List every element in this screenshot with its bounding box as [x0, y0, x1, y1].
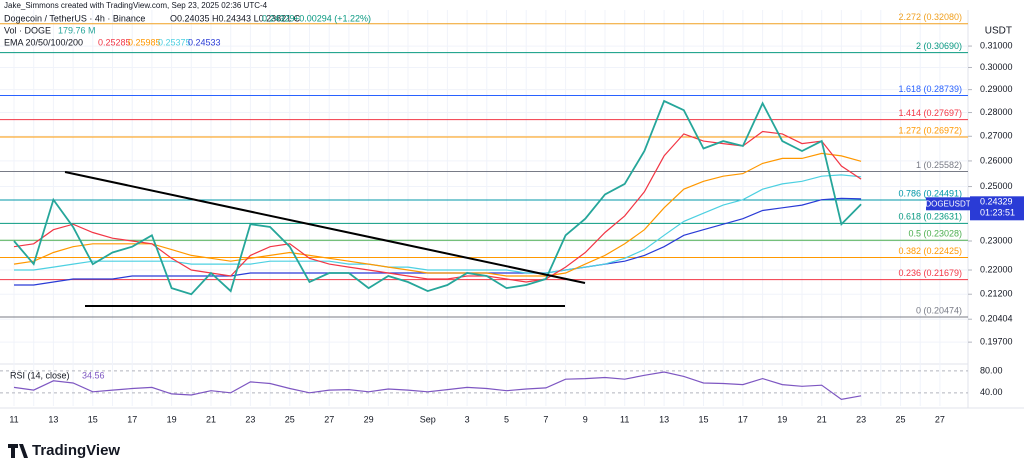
fib-label: 1.414 (0.27697) — [898, 108, 962, 118]
fib-label: 2 (0.30690) — [916, 41, 962, 51]
fib-label: 2.272 (0.32080) — [898, 12, 962, 22]
x-tick-label: 19 — [167, 414, 177, 424]
logo-text: TradingView — [32, 442, 120, 459]
close-value: 0.24329 — [262, 13, 295, 23]
x-tick-label: 11 — [9, 414, 18, 424]
x-tick-label: 9 — [583, 414, 588, 424]
rsi-line — [13, 371, 862, 401]
rsi-title: RSI (14, close) — [10, 370, 70, 380]
y-tick-label: 0.31000 — [980, 40, 1013, 50]
price-line — [13, 99, 862, 296]
fib-label: 0 (0.20474) — [916, 305, 962, 315]
logo: TradingView — [8, 442, 120, 459]
logo-mark — [8, 444, 28, 458]
y-tick-label: 80.00 — [980, 365, 1003, 375]
x-tick-label: 25 — [895, 414, 905, 424]
price-badge-value: 0.24329 — [980, 197, 1013, 207]
x-tick-label: 29 — [364, 414, 374, 424]
credit: Jake_Simmons created with TradingView.co… — [4, 1, 268, 10]
fib-label: 0.382 (0.22425) — [898, 246, 962, 256]
ema-line — [14, 174, 862, 274]
fib-label: 1.618 (0.28739) — [898, 84, 962, 94]
x-tick-label: 5 — [504, 414, 509, 424]
ema-value: 0.25285 — [98, 37, 131, 47]
grid — [0, 10, 968, 406]
y-tick-label: 0.28000 — [980, 107, 1013, 117]
x-tick-label: 27 — [935, 414, 945, 424]
fib-label: 1 (0.25582) — [916, 160, 962, 170]
x-tick-label: 3 — [465, 414, 470, 424]
y-tick-label: 0.25000 — [980, 181, 1013, 191]
ema-value: 0.25375 — [158, 37, 191, 47]
x-tick-label: 21 — [817, 414, 827, 424]
symbol: Dogecoin / TetherUS · 4h · Binance — [4, 13, 145, 23]
currency: USDT — [985, 26, 1012, 37]
y-tick-label: 0.19700 — [980, 337, 1013, 347]
y-tick-label: 0.26000 — [980, 155, 1013, 165]
x-tick-label: Sep — [420, 414, 436, 424]
x-tick-label: 23 — [245, 414, 255, 424]
trendline — [64, 171, 586, 284]
y-tick-label: 0.21200 — [980, 289, 1013, 299]
ohlc: O0.24035 H0.24343 L0.23821 C — [170, 13, 301, 23]
y-tick-label: 0.29000 — [980, 84, 1013, 94]
y-tick-label: 40.00 — [980, 387, 1003, 397]
fib-label: 0.786 (0.24491) — [898, 188, 962, 198]
fib-label: 0.236 (0.21679) — [898, 268, 962, 278]
volume-value: 179.76 M — [58, 25, 96, 35]
x-tick-label: 17 — [127, 414, 137, 424]
x-tick-label: 15 — [698, 414, 708, 424]
fib-label: 1.272 (0.26972) — [898, 125, 962, 135]
fib-label: 0.618 (0.23631) — [898, 212, 962, 222]
ema-label: EMA 20/50/100/200 — [4, 37, 83, 47]
x-tick-label: 11 — [620, 414, 629, 424]
rsi-value: 34.56 — [82, 370, 105, 380]
y-tick-label: 0.20404 — [980, 314, 1013, 324]
x-tick-label: 13 — [48, 414, 58, 424]
price-badge — [970, 196, 1024, 221]
x-tick-label: 13 — [659, 414, 669, 424]
x-tick-label: 15 — [88, 414, 98, 424]
plot: 2.272 (0.32080) 2 (0.30690) 1.618 (0.28739… — [0, 12, 968, 401]
symbol-badge-text: DOGEUSDT — [925, 199, 970, 208]
y-tick-label: 0.27000 — [980, 131, 1013, 141]
volume-label: Vol · DOGE — [4, 25, 51, 35]
x-tick-label: 17 — [738, 414, 748, 424]
ema-value: 0.24533 — [188, 37, 221, 47]
x-tick-label: 25 — [285, 414, 295, 424]
y-tick-label: 0.30000 — [980, 62, 1013, 72]
x-tick-label: 27 — [324, 414, 334, 424]
ema-value: 0.25985 — [128, 37, 161, 47]
symbol-badge — [926, 197, 970, 211]
y-tick-label: 0.23000 — [980, 235, 1013, 245]
x-tick-label: 19 — [777, 414, 787, 424]
fib-label: 0.5 (0.23028) — [908, 229, 962, 239]
countdown: 01:23:51 — [980, 208, 1015, 218]
x-tick-label: 23 — [856, 414, 866, 424]
x-tick-label: 21 — [206, 414, 216, 424]
x-tick-label: 7 — [543, 414, 548, 424]
change: +0.00294 (+1.22%) — [294, 13, 371, 23]
y-tick-label: 0.22000 — [980, 264, 1013, 274]
